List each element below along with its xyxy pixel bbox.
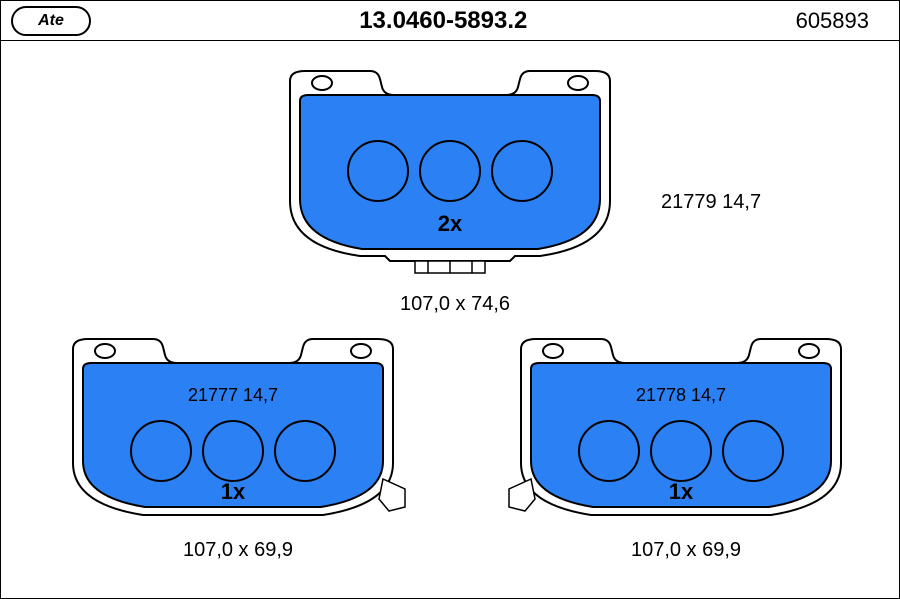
brake-pad-top: 2x 107,0 x 74,6: [260, 61, 640, 291]
header: Ate 13.0460-5893.2 605893: [1, 1, 899, 41]
qty-label: 1x: [221, 479, 246, 504]
brand-logo: Ate: [11, 6, 91, 36]
brake-pad-bottom-right: 21778 14,7 1x 107,0 x 69,9: [491, 329, 871, 549]
diagram-area: 2x 107,0 x 74,6 21779 14,7 21777 14,7 1x…: [1, 41, 899, 598]
wear-indicator-icon: [509, 479, 535, 511]
pad-bl-svg: 21777 14,7 1x: [43, 329, 423, 549]
diagram-container: Ate 13.0460-5893.2 605893: [0, 0, 900, 599]
header-code: 605893: [796, 8, 889, 34]
part-number: 13.0460-5893.2: [91, 7, 796, 35]
code-inner: 21778 14,7: [636, 385, 726, 405]
dim-br: 107,0 x 69,9: [621, 539, 751, 562]
qty-label: 2x: [438, 211, 463, 236]
code-inner: 21777 14,7: [188, 385, 278, 405]
wear-indicator-icon: [379, 479, 405, 511]
pad-top-svg: 2x: [260, 61, 640, 291]
dim-top: 107,0 x 74,6: [390, 293, 520, 316]
brake-pad-bottom-left: 21777 14,7 1x 107,0 x 69,9: [43, 329, 423, 549]
code-top: 21779 14,7: [661, 191, 761, 214]
qty-label: 1x: [669, 479, 694, 504]
dim-bl: 107,0 x 69,9: [173, 539, 303, 562]
pad-br-svg: 21778 14,7 1x: [491, 329, 871, 549]
